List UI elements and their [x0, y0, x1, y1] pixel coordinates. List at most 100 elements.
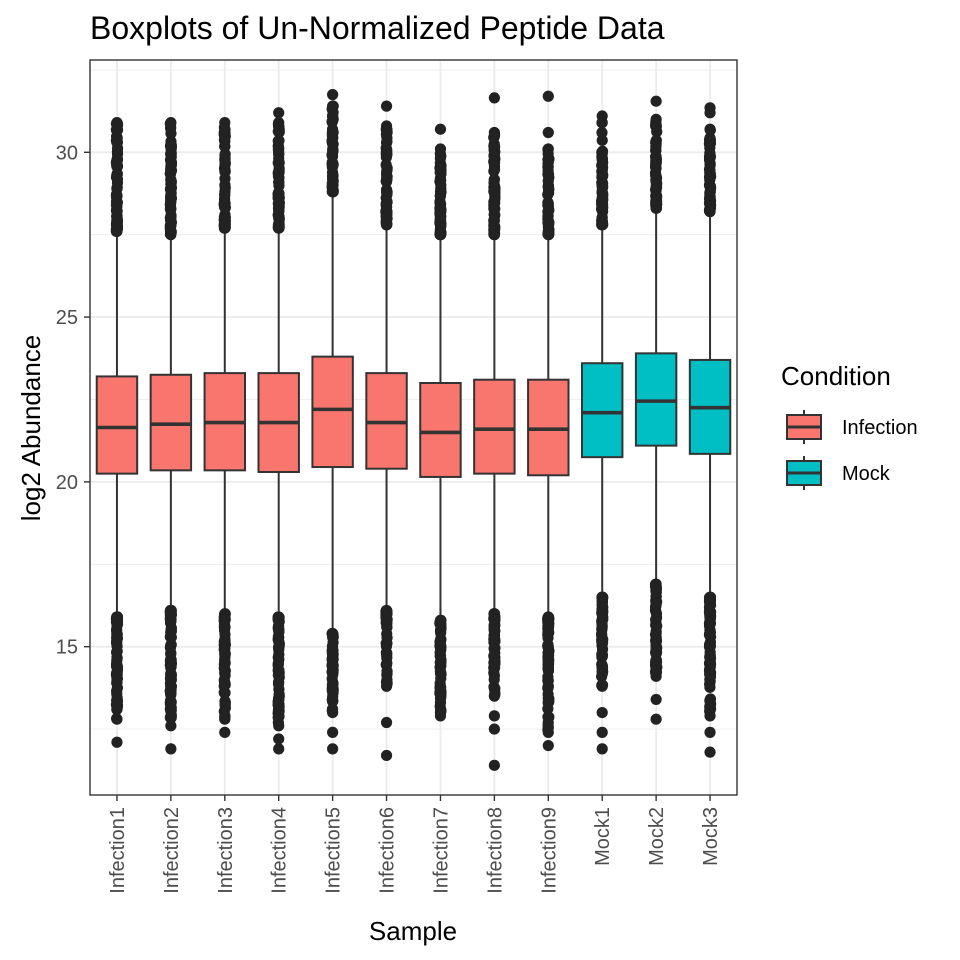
outlier-point	[326, 160, 338, 172]
outlier-point	[381, 162, 393, 174]
outlier-point	[165, 631, 177, 643]
outlier-point	[596, 621, 608, 633]
x-tick-label: Infection6	[377, 807, 399, 894]
outlier-point	[273, 187, 285, 200]
outlier-point	[650, 95, 662, 107]
outlier-point	[219, 201, 231, 214]
outlier-point	[380, 716, 393, 729]
outlier-point	[327, 682, 339, 694]
outlier-point	[704, 656, 716, 668]
outlier-point	[111, 652, 123, 664]
legend-title: Condition	[781, 361, 891, 391]
outlier-point	[111, 713, 123, 725]
outlier-point	[380, 100, 393, 112]
outlier-point	[164, 199, 176, 211]
outlier-point	[164, 642, 177, 654]
outlier-point	[111, 632, 124, 644]
outlier-point	[596, 219, 608, 231]
outlier-point	[380, 148, 392, 160]
outliers-infection1	[110, 117, 124, 748]
outlier-point	[380, 120, 393, 132]
box-body	[580, 362, 624, 459]
x-tick-label: Infection3	[215, 807, 237, 894]
outlier-point	[542, 181, 555, 193]
outlier-point	[110, 204, 123, 216]
outlier-point	[704, 710, 716, 722]
outlier-point	[650, 670, 662, 682]
box-body	[419, 382, 462, 478]
outlier-point	[596, 185, 608, 197]
box-infection8	[473, 92, 516, 771]
x-tick-label: Infection2	[161, 807, 183, 894]
outlier-point	[542, 229, 554, 241]
outlier-point	[488, 673, 500, 686]
legend-label-mock: Mock	[842, 463, 891, 485]
chart-title: Boxplots of Un-Normalized Peptide Data	[90, 10, 665, 46]
outlier-point	[434, 686, 446, 699]
outlier-point	[219, 695, 231, 707]
outliers-infection5	[326, 89, 339, 755]
outlier-point	[488, 690, 500, 702]
outlier-point	[489, 635, 501, 648]
outlier-point	[165, 175, 177, 187]
outlier-point	[165, 604, 177, 617]
outlier-point	[434, 123, 447, 135]
box-mock1	[580, 110, 624, 755]
x-tick-label: Mock3	[700, 807, 722, 866]
outlier-point	[165, 229, 177, 241]
box-infection3	[203, 117, 247, 738]
outlier-point	[326, 645, 338, 657]
outliers-infection7	[434, 123, 447, 722]
legend-key-infection	[786, 410, 822, 444]
outlier-point	[380, 198, 392, 210]
outlier-point	[704, 168, 716, 180]
outlier-point	[704, 681, 716, 693]
outlier-point	[596, 177, 609, 189]
outlier-point	[380, 749, 393, 762]
legend-key-mock	[786, 456, 822, 490]
outlier-point	[326, 693, 339, 705]
y-tick-label: 30	[56, 142, 78, 164]
outlier-point	[218, 686, 230, 699]
outlier-point	[704, 132, 716, 144]
outlier-point	[111, 736, 123, 748]
outliers-infection4	[272, 107, 285, 755]
outliers-infection9	[542, 90, 555, 752]
outlier-point	[273, 209, 285, 222]
outlier-point	[380, 604, 393, 617]
legend: Condition Infection Mock	[781, 361, 918, 490]
outlier-point	[650, 578, 662, 590]
outlier-point	[650, 141, 662, 153]
outlier-point	[650, 693, 662, 706]
outlier-point	[381, 186, 393, 198]
x-tick-label: Infection1	[107, 807, 129, 894]
outlier-point	[111, 640, 123, 652]
outlier-point	[542, 641, 554, 653]
outlier-point	[651, 126, 663, 138]
outlier-point	[489, 153, 501, 165]
outlier-point	[434, 614, 447, 626]
outlier-point	[488, 723, 500, 735]
outlier-point	[650, 202, 662, 214]
box-mock2	[634, 95, 678, 725]
outlier-point	[596, 193, 608, 205]
outlier-point	[327, 726, 339, 738]
outlier-point	[704, 640, 717, 652]
outlier-point	[704, 726, 716, 738]
outlier-point	[272, 167, 284, 179]
outlier-point	[381, 669, 393, 681]
outlier-point	[381, 647, 393, 659]
y-tick-label: 15	[56, 637, 78, 659]
outlier-point	[219, 153, 231, 165]
outlier-point	[111, 132, 123, 144]
outlier-point	[111, 181, 123, 194]
outlier-point	[704, 746, 716, 758]
outlier-point	[111, 695, 123, 707]
outlier-point	[703, 620, 716, 632]
outlier-point	[704, 669, 717, 681]
outlier-point	[650, 113, 662, 125]
y-tick-label: 20	[56, 472, 78, 494]
outlier-point	[111, 117, 123, 129]
box-infection6	[365, 100, 408, 762]
